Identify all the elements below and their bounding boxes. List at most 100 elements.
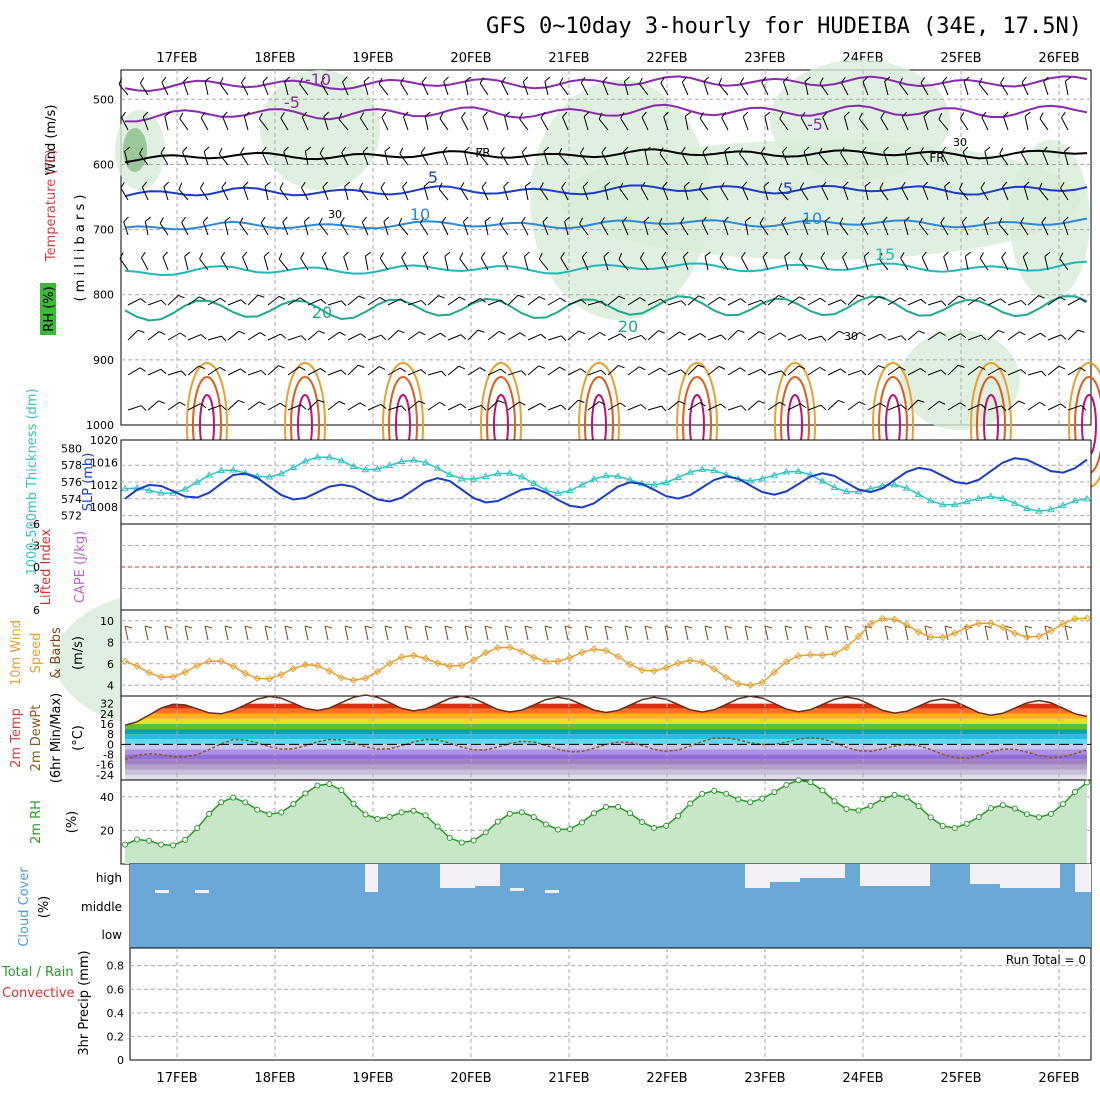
barb-flag (278, 252, 283, 260)
wind10m-barb-flag (404, 625, 413, 629)
barb-staff (779, 118, 789, 131)
barb-staff (347, 402, 361, 411)
wind-barb (647, 298, 667, 306)
barb-staff (987, 298, 1001, 306)
barb-flag (702, 146, 708, 153)
barb-staff (819, 83, 829, 96)
rh2m-point (999, 802, 1006, 809)
barb-flag (901, 181, 906, 188)
wind10m-barb (224, 625, 229, 641)
barb-flag (800, 111, 806, 119)
rh2m-point (590, 810, 597, 817)
barb-staff (967, 403, 981, 411)
wind10m-barb (944, 625, 949, 641)
wind-barb (1020, 146, 1029, 166)
barb-flag (598, 401, 606, 406)
barb-flag (179, 112, 184, 119)
barb-flag (139, 77, 145, 84)
barb-staff (419, 222, 429, 236)
wind-barb (402, 181, 409, 201)
barb-flag (963, 76, 970, 82)
barb-staff (901, 117, 909, 131)
wind-barb (480, 251, 489, 271)
barb-staff (479, 83, 489, 96)
barb-staff (799, 187, 809, 201)
barb-staff (840, 152, 849, 166)
wind-barb (487, 368, 507, 376)
wind10m-barb (1064, 625, 1069, 641)
wind10m-point (710, 665, 718, 673)
wind-barb (707, 403, 727, 411)
wind-barb (787, 365, 806, 376)
barb-staff (427, 295, 439, 306)
wind10m-barb (344, 625, 349, 641)
rh2m-point (1084, 779, 1090, 786)
barb-flag (979, 252, 984, 259)
barb-staff (199, 258, 209, 271)
barb-flag (500, 368, 507, 374)
barb-staff (944, 186, 949, 201)
barb-flag (878, 295, 886, 300)
barb-staff (767, 332, 781, 341)
slp-tick: 1016 (90, 456, 118, 469)
wind-barb (141, 181, 149, 201)
barb-flag (460, 403, 467, 409)
barb-staff (1067, 297, 1081, 306)
cloud-gap (770, 864, 800, 882)
barb-staff (363, 81, 369, 96)
barb-staff (300, 257, 309, 271)
barb-staff (547, 404, 562, 411)
wind10m-point (566, 654, 574, 662)
thickness-tick: 576 (61, 476, 82, 489)
barb-flag (543, 146, 550, 152)
barb-flag (919, 147, 924, 154)
wind-barb (1047, 403, 1067, 411)
wind10m-barb (664, 625, 669, 641)
barb-staff (124, 151, 129, 166)
barb-flag (560, 252, 565, 259)
barb-staff (442, 151, 449, 166)
barb-flag (283, 146, 289, 153)
barb-staff (727, 329, 739, 341)
barb-flag (362, 146, 369, 153)
barb-flag (603, 251, 610, 257)
barb-flag (259, 401, 266, 406)
barb-flag (699, 112, 704, 119)
wind10m-point (662, 664, 670, 672)
barb-staff (427, 332, 441, 341)
wind-barb (347, 402, 366, 411)
barb-flag (441, 370, 447, 377)
barb-flag (820, 404, 827, 411)
wind-barb (604, 181, 611, 201)
barb-staff (447, 403, 461, 411)
barb-staff (443, 81, 449, 96)
barb-staff (187, 365, 200, 376)
rh2m-point (927, 814, 934, 821)
barb-staff (907, 367, 921, 376)
wind10m-point (722, 673, 730, 682)
barb-staff (647, 330, 659, 341)
wind-barb (264, 181, 271, 201)
barb-flag (279, 402, 287, 408)
wind-barb (607, 333, 627, 341)
wind-barb (887, 404, 907, 411)
barb-staff (423, 186, 429, 201)
barb-staff (362, 151, 369, 166)
wind10m-point (890, 615, 899, 624)
barb-flag (684, 181, 690, 187)
wind-barb (441, 216, 449, 236)
wind10m-barb (724, 625, 729, 641)
barb-flag (239, 217, 244, 224)
wind-barb (639, 252, 649, 271)
barb-flag (601, 146, 607, 153)
barb-staff (980, 187, 989, 201)
wind-barb (559, 77, 569, 96)
wind-barb (519, 112, 529, 131)
barb-flag (498, 400, 505, 404)
wind-barb (927, 369, 947, 376)
barb-flag (319, 147, 324, 154)
barb-flag (1077, 329, 1085, 333)
barb-flag (561, 335, 567, 342)
barb-flag (460, 334, 467, 340)
barb-staff (467, 367, 481, 376)
